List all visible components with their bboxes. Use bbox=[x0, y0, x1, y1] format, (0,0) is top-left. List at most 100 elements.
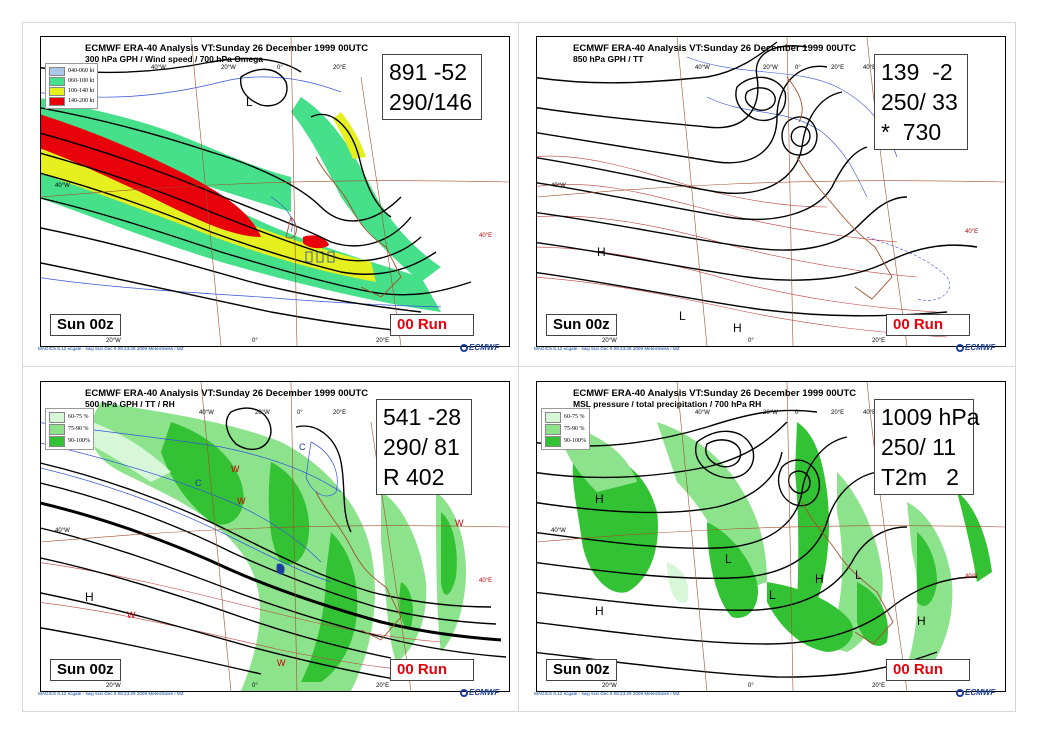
map-subtitle: 300 hPa GPH / Wind speed / 700 hPa Omega bbox=[85, 54, 264, 64]
map-canvas bbox=[537, 382, 1005, 691]
footer-credit: MAGICS 6.12 ecgate - swg Sun Dec 6 08:23… bbox=[534, 691, 680, 696]
lon-label: 40°W bbox=[695, 65, 710, 71]
run-label: 00 Run bbox=[390, 659, 474, 681]
stats-line: T2m 2 bbox=[881, 464, 959, 490]
warm-marker: W bbox=[237, 496, 246, 506]
map-subtitle: MSL pressure / total precipitation / 700… bbox=[573, 399, 762, 409]
lon-label: 20°W bbox=[763, 65, 778, 71]
cold-marker: C bbox=[195, 478, 202, 488]
stats-line: 1009 hPa bbox=[881, 404, 980, 430]
stats-line: 250/ 33 bbox=[881, 89, 958, 115]
lon-label: 20°E bbox=[376, 683, 390, 689]
point-stats-box: 139 -2 250/ 33 * 730 bbox=[874, 54, 968, 150]
warm-marker: W bbox=[277, 658, 286, 668]
low-pressure-marker: L bbox=[855, 568, 862, 582]
lon-label: 20°E bbox=[333, 410, 347, 416]
map-title: ECMWF ERA-40 Analysis VT:Sunday 26 Decem… bbox=[85, 388, 369, 399]
map-panel-500hpa: ECMWF ERA-40 Analysis VT:Sunday 26 Decem… bbox=[34, 377, 514, 697]
high-pressure-marker: H bbox=[595, 604, 604, 618]
valid-time-label: Sun 00z bbox=[50, 659, 121, 681]
wind-speed-legend: 040-060 kt 060-100 kt 100-140 kt 140-200… bbox=[45, 63, 99, 109]
lon-label: 20°E bbox=[872, 338, 886, 344]
lat-label: 40°E bbox=[479, 578, 493, 584]
lon-label: 40°W bbox=[151, 65, 166, 71]
stats-line: R 402 bbox=[383, 464, 445, 490]
map-area: ECMWF ERA-40 Analysis VT:Sunday 26 Decem… bbox=[40, 36, 510, 347]
high-pressure-marker: H bbox=[597, 245, 606, 259]
lon-label: 0° bbox=[795, 410, 801, 416]
valid-time-label: Sun 00z bbox=[546, 314, 617, 336]
lat-label: 40°W bbox=[55, 183, 70, 189]
stats-line: * 730 bbox=[881, 119, 942, 145]
lon-label: 40°W bbox=[695, 410, 710, 416]
high-pressure-marker: H bbox=[595, 492, 604, 506]
map-title: ECMWF ERA-40 Analysis VT:Sunday 26 Decem… bbox=[573, 388, 857, 399]
lon-label: 20°E bbox=[333, 65, 347, 71]
map-panel-850hpa: ECMWF ERA-40 Analysis VT:Sunday 26 Decem… bbox=[530, 32, 1010, 352]
warm-marker: W bbox=[127, 610, 136, 620]
legend-item: 040-060 kt bbox=[49, 66, 94, 76]
map-subtitle: 850 hPa GPH / TT bbox=[573, 54, 644, 64]
panel-divider-vertical bbox=[518, 22, 519, 712]
legend-item: 75-90 % bbox=[545, 423, 586, 435]
map-title: ECMWF ERA-40 Analysis VT:Sunday 26 Decem… bbox=[573, 43, 857, 54]
lat-label: 40°E bbox=[479, 233, 493, 239]
stats-line: 250/ 11 bbox=[881, 434, 957, 460]
lon-label: 0° bbox=[748, 683, 754, 689]
valid-time-label: Sun 00z bbox=[50, 314, 121, 336]
map-title: ECMWF ERA-40 Analysis VT:Sunday 26 Decem… bbox=[85, 43, 369, 54]
lon-label: 0° bbox=[748, 338, 754, 344]
lon-label: 0° bbox=[277, 65, 283, 71]
map-canvas bbox=[537, 37, 1005, 346]
low-pressure-marker: L bbox=[769, 588, 776, 602]
legend-item: 75-90 % bbox=[49, 423, 90, 435]
lat-label: 40°W bbox=[551, 528, 566, 534]
valid-time-label: Sun 00z bbox=[546, 659, 617, 681]
cold-marker: C bbox=[299, 442, 306, 452]
lon-label: 20°W bbox=[763, 410, 778, 416]
panel-divider-horizontal bbox=[22, 366, 1016, 367]
lon-label: 0° bbox=[297, 410, 303, 416]
stats-line: 541 -28 bbox=[383, 404, 462, 430]
legend-item: 100-140 kt bbox=[49, 86, 94, 96]
ecmwf-logo-icon bbox=[956, 688, 964, 697]
lon-label: 0° bbox=[252, 683, 258, 689]
lon-label: 20°E bbox=[872, 683, 886, 689]
point-stats-box: 1009 hPa 250/ 11 T2m 2 bbox=[874, 399, 980, 495]
high-pressure-marker: H bbox=[815, 572, 824, 586]
legend-item: 060-100 kt bbox=[49, 76, 94, 86]
stats-line: 891 -52 bbox=[389, 59, 468, 85]
low-pressure-marker: L bbox=[246, 95, 253, 109]
map-panel-msl-pressure: ECMWF ERA-40 Analysis VT:Sunday 26 Decem… bbox=[530, 377, 1010, 697]
lat-label: 40°E bbox=[965, 229, 979, 235]
stats-line: 290/146 bbox=[389, 89, 473, 115]
ecmwf-logo-icon bbox=[460, 688, 468, 697]
lon-label: 20°E bbox=[831, 410, 845, 416]
map-canvas bbox=[41, 37, 509, 346]
lat-label: 40°W bbox=[55, 528, 70, 534]
legend-item: 90-100% bbox=[545, 435, 586, 447]
point-stats-box: 541 -28 290/ 81 R 402 bbox=[376, 399, 472, 495]
relative-humidity-legend: 60-75 % 75-90 % 90-100% bbox=[45, 408, 94, 450]
ecmwf-logo: ECMWF bbox=[956, 688, 995, 697]
legend-item: 90-100% bbox=[49, 435, 90, 447]
lon-label: 0° bbox=[795, 65, 801, 71]
footer-credit: MAGICS 6.12 ecgate - swg Sun Dec 6 08:23… bbox=[38, 346, 184, 351]
lat-label: 40°W bbox=[551, 183, 566, 189]
ecmwf-logo-icon bbox=[956, 343, 964, 352]
lon-label: 40°E bbox=[863, 410, 877, 416]
lat-label: 40°E bbox=[965, 574, 979, 580]
warm-marker: W bbox=[231, 464, 240, 474]
ecmwf-logo: ECMWF bbox=[956, 343, 995, 352]
map-panel-300hpa: ECMWF ERA-40 Analysis VT:Sunday 26 Decem… bbox=[34, 32, 514, 352]
lon-label: 20°E bbox=[376, 338, 390, 344]
lon-label: 40°W bbox=[199, 410, 214, 416]
lon-label: 20°E bbox=[831, 65, 845, 71]
ecmwf-logo: ECMWF bbox=[460, 688, 499, 697]
lon-label: 20°W bbox=[255, 410, 270, 416]
high-pressure-marker: H bbox=[733, 321, 742, 335]
lon-label: 0° bbox=[252, 338, 258, 344]
lon-label: 20°W bbox=[221, 65, 236, 71]
relative-humidity-legend: 60-75 % 75-90 % 90-100% bbox=[541, 408, 590, 450]
point-stats-box: 891 -52 290/146 bbox=[382, 54, 482, 120]
